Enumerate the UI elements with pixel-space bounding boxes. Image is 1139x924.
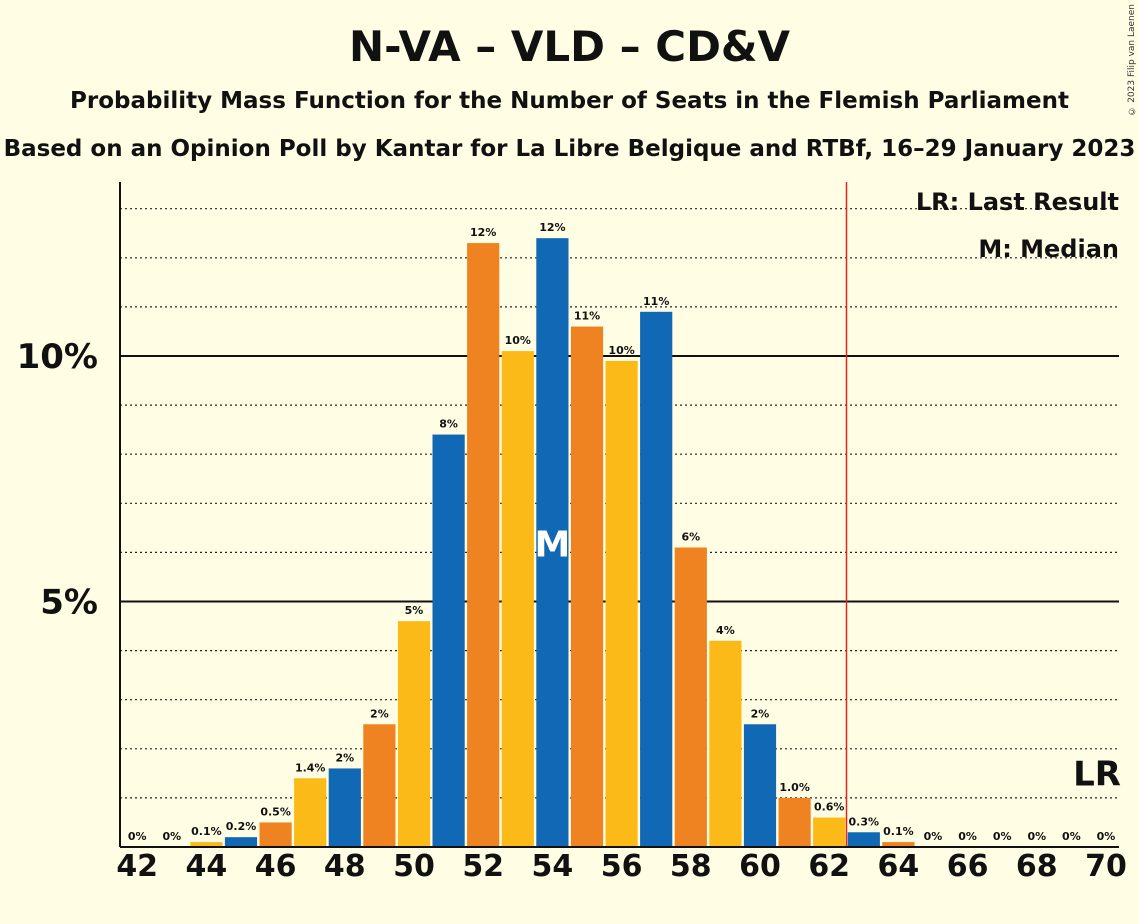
bar-seat-62 <box>813 817 846 847</box>
data-label: 5% <box>405 604 424 617</box>
data-label: 1.0% <box>779 781 810 794</box>
chart-subtitle: Probability Mass Function for the Number… <box>70 88 1069 114</box>
bar-seat-50 <box>397 621 431 847</box>
y-tick-label: 10% <box>17 337 98 377</box>
x-tick-label: 52 <box>462 849 504 884</box>
x-tick-label: 56 <box>601 849 643 884</box>
x-tick-label: 44 <box>186 849 228 884</box>
bar-seat-49 <box>363 724 396 847</box>
data-label: 4% <box>716 624 735 637</box>
bar-seat-46 <box>259 822 292 847</box>
data-label: 12% <box>539 221 565 234</box>
x-tick-label: 64 <box>878 849 920 884</box>
bar-seat-60 <box>743 724 777 847</box>
bar-seat-48 <box>328 768 361 847</box>
x-tick-label: 54 <box>532 849 574 884</box>
data-label: 0% <box>993 830 1012 843</box>
y-tick-label: 5% <box>40 583 98 623</box>
x-tick-label: 46 <box>255 849 297 884</box>
legend-last-result: LR: Last Result <box>916 188 1119 216</box>
data-label: 0% <box>924 830 943 843</box>
data-label: 8% <box>439 418 458 431</box>
bar-seat-44 <box>190 842 223 847</box>
chart-title: N-VA – VLD – CD&V <box>348 22 791 71</box>
data-label: 10% <box>505 334 531 347</box>
x-tick-label: 62 <box>808 849 850 884</box>
data-label: 0% <box>1062 830 1081 843</box>
data-label: 0.1% <box>191 825 222 838</box>
data-label: 0.1% <box>883 825 914 838</box>
x-tick-label: 58 <box>670 849 712 884</box>
bar-seat-63 <box>847 832 880 847</box>
bar-seat-56 <box>605 360 638 847</box>
lr-marker: LR <box>1073 754 1121 794</box>
data-label: 0% <box>128 830 147 843</box>
bar-seat-52 <box>467 243 500 847</box>
data-label: 11% <box>574 310 600 323</box>
data-label: 0.3% <box>849 815 880 828</box>
x-tick-label: 48 <box>324 849 366 884</box>
data-label: 0% <box>162 830 181 843</box>
bar-seat-54 <box>536 238 569 847</box>
data-label: 2% <box>751 707 770 720</box>
data-label: 0% <box>1097 830 1116 843</box>
bar-seat-53 <box>501 351 534 847</box>
median-marker: M <box>534 525 570 566</box>
x-tick-label: 60 <box>739 849 781 884</box>
x-tick-label: 66 <box>947 849 989 884</box>
data-label: 0.6% <box>814 801 845 814</box>
data-label: 0% <box>958 830 977 843</box>
chart-source: Based on an Opinion Poll by Kantar for L… <box>3 136 1136 162</box>
data-label: 0.5% <box>260 805 291 818</box>
bar-seat-59 <box>709 640 742 847</box>
data-label: 6% <box>681 530 700 543</box>
x-tick-label: 42 <box>116 849 158 884</box>
bar-seat-57 <box>640 311 673 847</box>
x-tick-label: 68 <box>1016 849 1058 884</box>
bar-seat-61 <box>778 797 811 847</box>
bar-seat-55 <box>570 326 604 847</box>
data-label: 2% <box>370 707 389 720</box>
bar-seat-47 <box>294 778 327 847</box>
data-label: 2% <box>335 751 354 764</box>
data-label: 0% <box>1027 830 1046 843</box>
x-tick-label: 70 <box>1085 849 1127 884</box>
bar-seat-45 <box>224 837 258 847</box>
bar-seat-64 <box>882 842 915 847</box>
data-label: 10% <box>608 344 634 357</box>
legend-median: M: Median <box>978 235 1119 263</box>
data-label: 12% <box>470 226 496 239</box>
bar-seat-58 <box>674 547 707 847</box>
data-label: 1.4% <box>295 761 326 774</box>
bar-seat-51 <box>432 434 465 847</box>
x-tick-label: 50 <box>393 849 435 884</box>
data-label: 0.2% <box>226 820 257 833</box>
data-label: 11% <box>643 295 669 308</box>
